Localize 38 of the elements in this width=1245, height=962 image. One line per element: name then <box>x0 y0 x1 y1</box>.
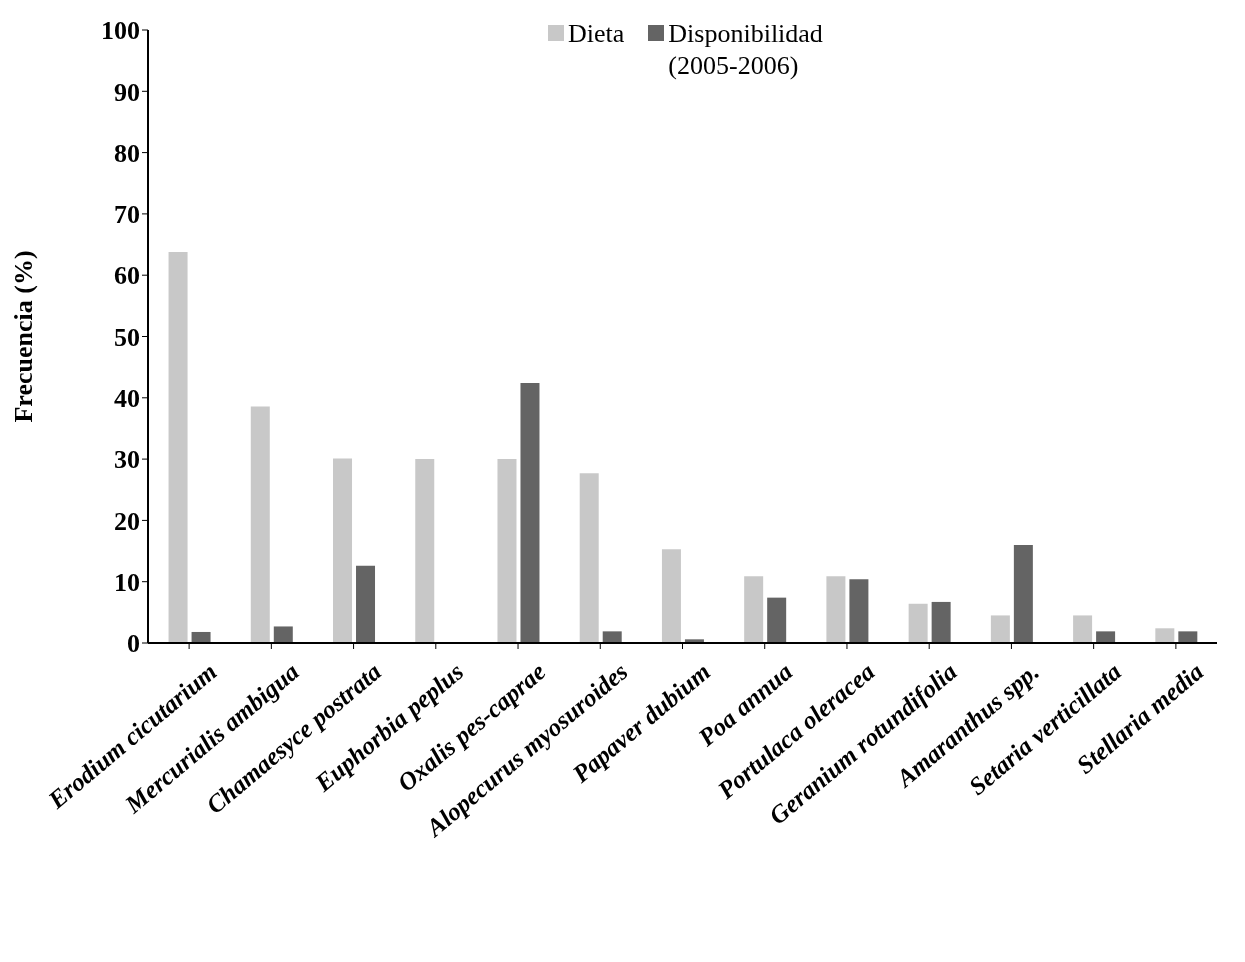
bar <box>767 597 787 643</box>
y-tick-label: 40 <box>114 384 140 414</box>
y-tick-label: 70 <box>114 200 140 230</box>
bar <box>191 631 211 643</box>
bar <box>356 565 376 643</box>
bar <box>1096 631 1116 643</box>
bar <box>168 251 188 643</box>
y-tick-label: 30 <box>114 445 140 475</box>
bar <box>1013 544 1033 643</box>
bar <box>826 576 846 643</box>
legend-label: Disponibilidad (2005-2006) <box>668 18 824 82</box>
y-tick-label: 90 <box>114 77 140 107</box>
y-tick-label: 100 <box>101 16 140 46</box>
bar <box>744 576 764 643</box>
bar <box>520 383 540 643</box>
bar <box>579 473 599 643</box>
y-tick-label: 10 <box>114 567 140 597</box>
bar <box>273 626 293 643</box>
legend-label: Dieta <box>568 18 625 50</box>
bar <box>250 406 270 643</box>
y-tick-label: 20 <box>114 506 140 536</box>
bar <box>1155 628 1175 643</box>
bar <box>931 601 951 643</box>
y-tick-label: 50 <box>114 322 140 352</box>
bar <box>602 631 622 643</box>
bar <box>849 579 869 643</box>
bar <box>990 615 1010 643</box>
bar <box>497 459 517 643</box>
bar <box>333 458 353 643</box>
y-tick-label: 80 <box>114 138 140 168</box>
bar <box>415 459 435 643</box>
bar <box>661 549 681 643</box>
y-tick-label: 0 <box>127 629 140 659</box>
bar <box>1178 631 1198 643</box>
bar <box>908 603 928 643</box>
bar <box>1073 615 1093 643</box>
y-axis-title: Frecuencia (%) <box>9 250 39 423</box>
y-tick-label: 60 <box>114 261 140 291</box>
